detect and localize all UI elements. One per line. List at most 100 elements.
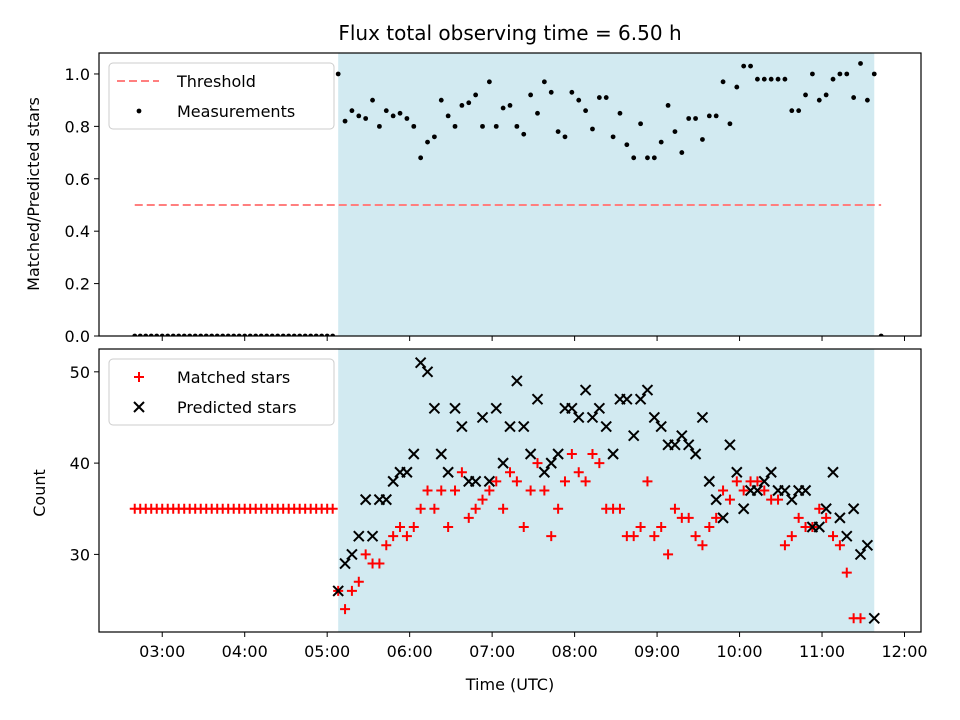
legend-label: Measurements [177, 102, 295, 121]
matched-stars-marker [759, 485, 770, 496]
legend-swatch [136, 108, 142, 114]
predicted-stars-marker [710, 493, 722, 506]
matched-stars-marker [436, 485, 447, 496]
matched-stars-marker [353, 576, 364, 587]
predicted-stars-marker [628, 430, 640, 442]
predicted-stars-marker [359, 493, 372, 506]
predicted-stars-marker [607, 448, 619, 460]
matched-stars-marker [793, 512, 804, 523]
bottom-panel: 30 40 50 03:00 04:00 05:00 06:00 07:00 08:00 09:0… [70, 348, 928, 661]
predicted-stars-marker [579, 384, 592, 396]
measurements-point [383, 108, 389, 114]
legend-label: Matched stars [177, 368, 290, 387]
matched-stars-marker [546, 531, 557, 542]
x-tick-label: 11:00 [799, 642, 845, 661]
measurements-point [755, 76, 760, 82]
predicted-stars-marker [469, 475, 482, 488]
measurements-point [425, 139, 430, 145]
matched-stars-marker [841, 567, 852, 578]
predicted-stars-marker [765, 466, 777, 478]
predicted-stars-marker [366, 530, 379, 542]
measurements-point [445, 113, 451, 119]
measurements-point [356, 113, 362, 119]
matched-stars-marker [477, 494, 488, 505]
predicted-stars-marker [531, 393, 544, 405]
top-y-axis-title: Matched/Predicted stars [24, 97, 43, 291]
matched-stars-marker [553, 503, 564, 514]
matched-stars-marker [505, 467, 515, 478]
predicted-stars-marker [820, 503, 832, 515]
measurements-point [370, 97, 375, 103]
measurements-point [486, 79, 492, 85]
predicted-stars-marker [655, 420, 667, 433]
predicted-stars-marker [387, 475, 399, 488]
legend: Threshold Measurements [108, 62, 335, 130]
predicted-stars-marker [813, 521, 825, 533]
predicted-stars-marker [566, 402, 578, 415]
legend-box [108, 62, 335, 130]
predicted-stars-marker [689, 448, 702, 460]
measurements-point [823, 92, 829, 98]
matched-stars-marker [327, 503, 338, 514]
measurements-point [548, 89, 554, 95]
measurements-point [761, 76, 767, 82]
y-tick-label: 0.4 [65, 222, 90, 241]
predicted-stars-marker [538, 466, 551, 478]
x-tick-label: 05:00 [304, 642, 350, 661]
predicted-stars-marker [339, 557, 351, 570]
predicted-stars-marker [511, 375, 523, 387]
x-tick-label: 10:00 [717, 642, 763, 661]
matched-stars-marker [511, 476, 522, 487]
matched-stars-marker [463, 512, 474, 523]
measurements-point [858, 61, 863, 66]
measurements-point [851, 95, 857, 100]
matched-stars-marker [498, 503, 509, 514]
matched-stars-marker [429, 503, 440, 514]
predicted-stars-marker [476, 411, 489, 424]
matched-stars-marker [415, 503, 426, 514]
matched-stars-marker [587, 448, 598, 459]
matched-stars-marker [711, 512, 722, 523]
predicted-stars-marker [861, 539, 874, 551]
matched-stars-marker [656, 522, 667, 533]
measurements-point [438, 97, 444, 103]
predicted-stars-marker [497, 457, 509, 469]
measurements-point [500, 105, 506, 111]
matched-stars-marker [401, 531, 412, 542]
matched-stars-marker [346, 585, 357, 596]
predicted-stars-marker [799, 484, 812, 497]
matched-stars-marker [704, 522, 715, 533]
measurements-point [658, 139, 664, 145]
y-tick-label: 1.0 [65, 65, 90, 84]
measurements-point [864, 97, 870, 103]
measurements-point [562, 134, 568, 140]
matched-stars-marker [718, 485, 729, 496]
matched-stars-marker [340, 604, 351, 615]
measurements-point [713, 113, 719, 119]
plot-frame [98, 52, 922, 337]
measurements-point [816, 97, 822, 103]
measurements-point [459, 103, 465, 108]
measurements-point [514, 123, 520, 129]
x-tick-label: 09:00 [634, 642, 680, 661]
matched-stars-marker [814, 503, 825, 514]
matched-stars-marker [388, 531, 399, 542]
matched-stars-marker [649, 531, 660, 542]
measurements-point [390, 113, 396, 119]
measurements-point [706, 113, 712, 119]
matched-stars-marker [443, 522, 454, 533]
measurements-point [431, 134, 437, 140]
measurements-point [535, 110, 540, 116]
predicted-stars-marker [442, 466, 454, 478]
x-tick-label: 08:00 [552, 642, 598, 661]
matched-stars-marker [374, 558, 385, 569]
measurements-point [741, 63, 747, 69]
matched-stars-marker [779, 540, 790, 551]
predicted-stars-marker [634, 393, 647, 405]
predicted-stars-marker [827, 466, 839, 478]
predicted-stars-marker [435, 448, 447, 460]
x-axis-title: Time (UTC) [465, 675, 554, 694]
predicted-stars-marker [682, 439, 695, 451]
predicted-stars-marker [353, 530, 365, 542]
legend-label: Predicted stars [177, 398, 297, 417]
